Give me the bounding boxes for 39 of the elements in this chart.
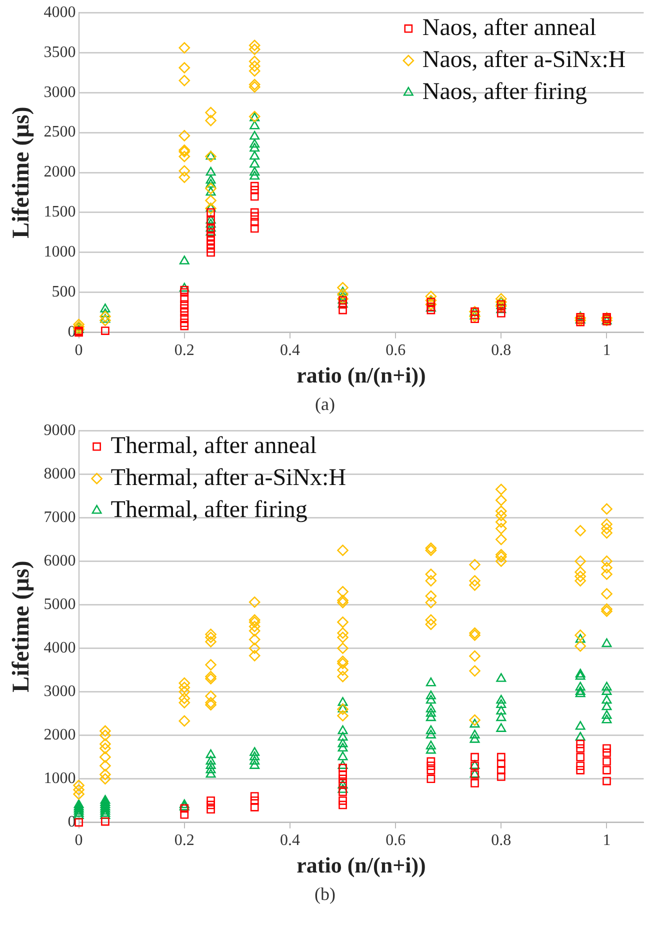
text: (a): [314, 393, 336, 416]
x-tick-label: 0.4: [280, 832, 300, 850]
legend-label: Thermal, after firing: [110, 496, 308, 523]
y-axis-title: Lifetime (µs): [8, 560, 35, 692]
y-tick-label: 1000: [44, 244, 76, 261]
y-tick-label: 4000: [44, 4, 76, 21]
x-tick-label: 1: [602, 342, 611, 360]
x-axis-title: ratio (n/(n+i)): [296, 362, 426, 388]
y-tick-label: 2500: [44, 124, 76, 141]
x-tick-label: 0.8: [491, 342, 512, 360]
x-tick-label: 1: [602, 832, 611, 850]
legend-label: Thermal, after anneal: [110, 432, 318, 459]
x-tick-label: 0.2: [174, 832, 194, 850]
legend-label: Thermal, after a-SiNx:H: [110, 464, 346, 491]
legend-label: Naos, after anneal: [422, 14, 597, 41]
x-tick-label: 0.6: [386, 832, 406, 850]
text: (b): [314, 883, 336, 906]
y-tick-label: 2000: [44, 164, 76, 181]
y-tick-label: 9000: [44, 422, 76, 439]
y-tick-label: 3000: [44, 84, 76, 101]
y-tick-label: 500: [52, 284, 76, 301]
y-tick-label: 2000: [44, 726, 76, 744]
legend-label: Naos, after firing: [422, 78, 588, 105]
y-tick-label: 5000: [44, 596, 76, 613]
x-tick-label: 0.4: [280, 342, 300, 360]
y-tick-label: 3500: [44, 44, 76, 61]
y-tick-label: 4000: [44, 639, 76, 656]
y-tick-label: 7000: [44, 508, 76, 526]
y-tick-label: 1000: [44, 770, 76, 788]
x-tick-label: 0.8: [491, 832, 512, 850]
x-axis-title: ratio (n/(n+i)): [296, 852, 426, 878]
y-axis-title: Lifetime (µs): [8, 106, 35, 238]
y-tick-label: 1500: [44, 204, 76, 221]
y-tick-label: 8000: [44, 465, 76, 482]
y-tick-label: 3000: [44, 683, 76, 700]
x-tick-label: 0.2: [174, 342, 194, 360]
y-tick-label: 6000: [44, 552, 76, 570]
legend-label: Naos, after a-SiNx:H: [422, 46, 626, 73]
x-tick-label: 0.6: [386, 342, 406, 360]
